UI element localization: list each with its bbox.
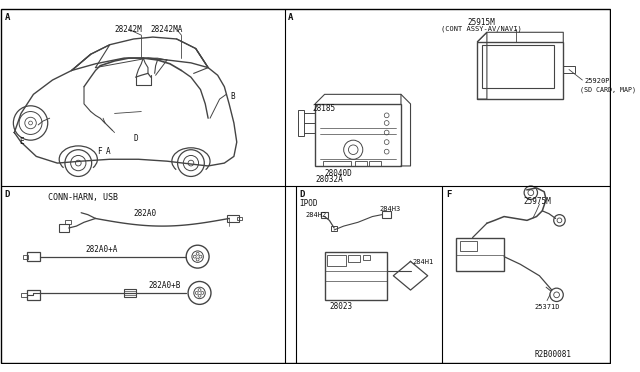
Bar: [355, 161, 367, 166]
Bar: [382, 211, 392, 218]
Text: 284H2: 284H2: [305, 212, 327, 218]
Text: (SD CARD, MAP): (SD CARD, MAP): [579, 87, 636, 93]
Bar: [460, 241, 477, 251]
Text: F: F: [97, 147, 102, 156]
Bar: [315, 104, 401, 166]
Text: A: A: [106, 147, 111, 156]
Text: 25920P: 25920P: [584, 78, 610, 84]
Bar: [23, 255, 28, 259]
Text: D: D: [300, 190, 305, 199]
Text: 284H3: 284H3: [380, 206, 401, 212]
Bar: [369, 161, 381, 166]
Text: 28242MA: 28242MA: [151, 25, 183, 33]
Text: E: E: [19, 137, 24, 146]
Bar: [363, 255, 371, 260]
Bar: [326, 255, 346, 266]
Bar: [348, 255, 360, 262]
Bar: [563, 66, 575, 73]
Text: 28032A: 28032A: [315, 176, 343, 185]
Text: 25915M: 25915M: [468, 18, 495, 27]
Text: B: B: [230, 92, 235, 102]
Text: 284H1: 284H1: [412, 259, 434, 264]
Bar: [124, 289, 136, 297]
Bar: [324, 252, 387, 299]
Text: R2B00081: R2B00081: [534, 350, 572, 359]
Text: 25975M: 25975M: [523, 198, 551, 206]
Bar: [477, 42, 563, 99]
Text: 28023: 28023: [330, 302, 353, 311]
Bar: [323, 161, 351, 166]
Text: IPOD: IPOD: [300, 199, 318, 208]
Text: 28040D: 28040D: [324, 169, 353, 178]
Bar: [21, 293, 27, 297]
Bar: [482, 45, 554, 88]
Text: F: F: [446, 190, 451, 199]
Bar: [237, 217, 241, 220]
Text: A: A: [289, 13, 294, 22]
Bar: [298, 110, 303, 137]
Text: 28185: 28185: [312, 104, 335, 113]
Bar: [27, 252, 40, 262]
Text: CONN-HARN, USB: CONN-HARN, USB: [48, 193, 118, 202]
Text: A: A: [4, 13, 10, 22]
Text: D: D: [134, 134, 138, 144]
Bar: [27, 290, 40, 299]
Bar: [456, 238, 504, 271]
Text: D: D: [4, 190, 10, 199]
Bar: [65, 220, 70, 224]
Text: 282A0+A: 282A0+A: [86, 245, 118, 254]
Text: 28242M: 28242M: [115, 25, 142, 33]
Bar: [227, 215, 239, 222]
Text: (CONT ASSY-AV/NAVI): (CONT ASSY-AV/NAVI): [441, 26, 522, 32]
Text: 25371D: 25371D: [534, 304, 560, 310]
Bar: [59, 224, 68, 232]
Bar: [332, 226, 337, 231]
Text: 282A0+B: 282A0+B: [148, 280, 180, 289]
Bar: [321, 212, 328, 218]
Text: 282A0: 282A0: [134, 209, 157, 218]
